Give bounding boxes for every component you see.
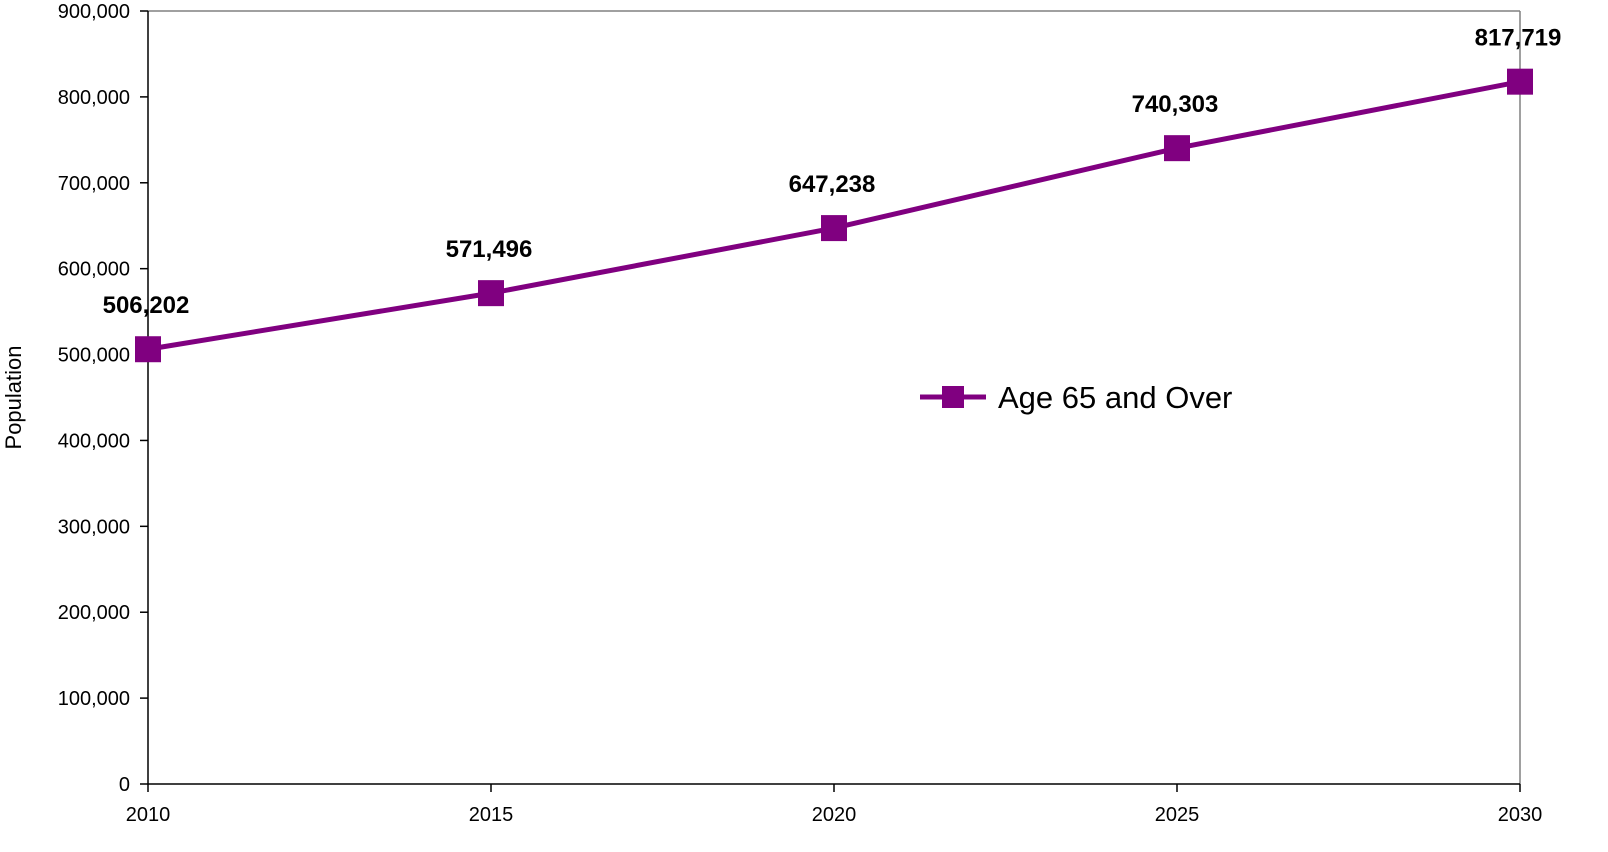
data-label: 506,202 [103,292,190,319]
y-axis-title: Population [1,346,26,450]
data-point-marker [1507,68,1533,95]
y-tick-label: 900,000 [58,1,130,23]
y-tick-label: 0 [119,774,130,796]
legend-marker [942,386,964,408]
y-tick-label: 400,000 [58,430,130,452]
data-point-marker [821,215,847,242]
data-label: 571,496 [446,236,533,263]
y-tick-label: 200,000 [58,602,130,624]
data-point-marker [1164,135,1190,162]
y-tick-label: 500,000 [58,345,130,367]
y-tick-label: 600,000 [58,259,130,281]
x-tick-label: 2025 [1155,804,1200,826]
legend-label: Age 65 and Over [998,380,1232,415]
x-axis: 2010 2015 2020 2025 2030 [126,783,1543,826]
x-tick-label: 2030 [1498,804,1543,826]
y-tick-label: 700,000 [58,173,130,195]
x-tick-label: 2015 [469,804,514,826]
data-label: 740,303 [1132,91,1219,118]
plot-area [148,10,1521,784]
legend: Age 65 and Over [920,380,1232,415]
y-tick-label: 100,000 [58,688,130,710]
y-axis: 0 100,000 200,000 300,000 400,000 500,000 600,… [58,1,149,796]
y-tick-label: 800,000 [58,87,130,109]
y-tick-label: 300,000 [58,516,130,538]
x-tick-label: 2020 [812,804,857,826]
data-point-marker [478,280,504,307]
data-point-marker [135,336,161,363]
x-tick-label: 2010 [126,804,171,826]
series-layer: 506,202 571,496 647,238 740,303 817,719 [103,25,1562,363]
data-label: 647,238 [789,171,876,198]
data-label: 817,719 [1475,25,1562,52]
